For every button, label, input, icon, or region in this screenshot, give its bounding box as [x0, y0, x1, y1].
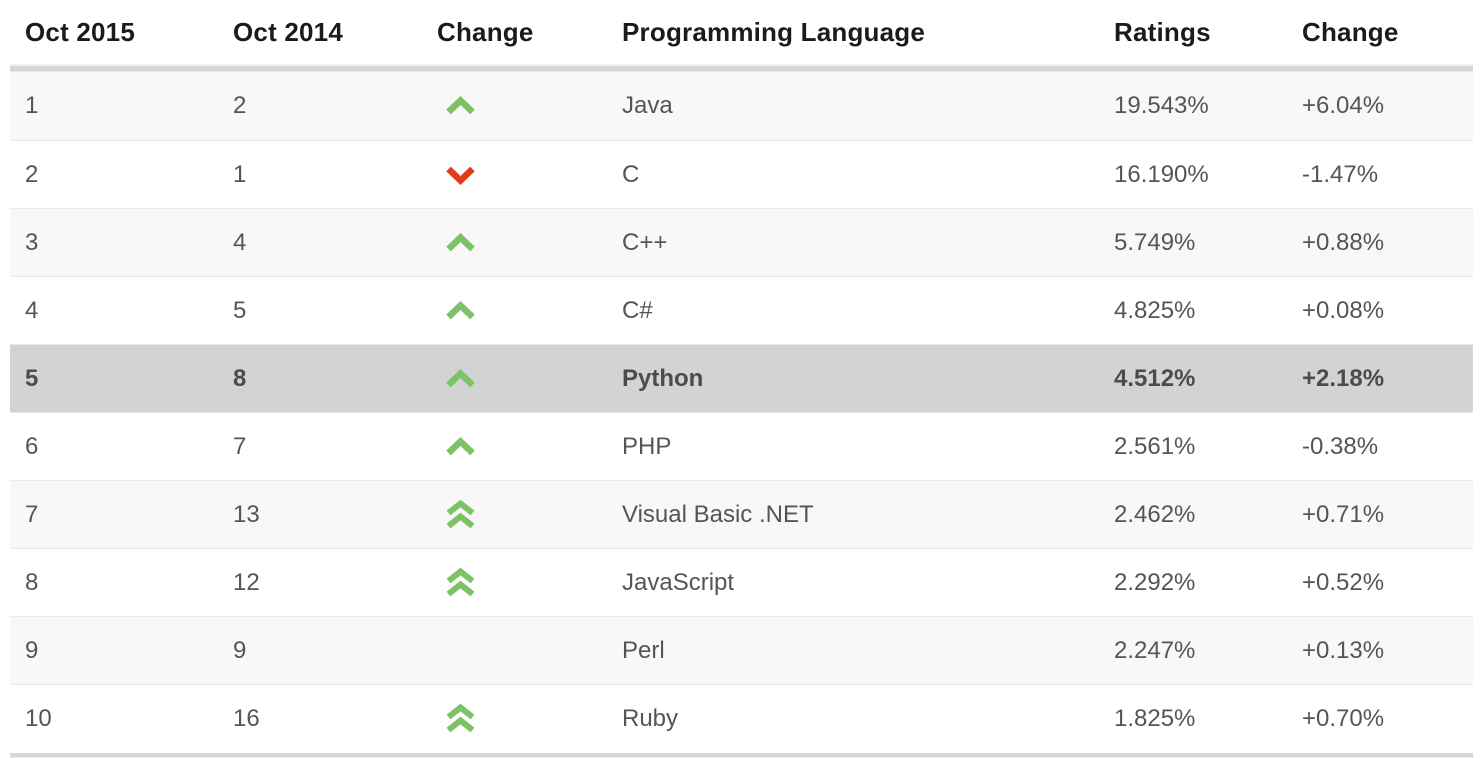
- double-up-arrow-icon: [446, 567, 475, 596]
- header-oct-2014: Oct 2014: [233, 16, 344, 47]
- change-arrow-cell: [437, 165, 622, 185]
- header-change-ratings: Change: [1302, 16, 1399, 47]
- change-arrow-cell: [437, 368, 622, 389]
- rank-2014: 8: [233, 364, 247, 392]
- change-value: +0.88%: [1302, 228, 1385, 256]
- language-name: C#: [622, 296, 653, 324]
- header-divider: [10, 64, 1473, 72]
- table-row: 5 8 Python 4.512% +2.18%: [10, 344, 1473, 412]
- rank-2014: 13: [233, 500, 260, 528]
- change-value: -0.38%: [1302, 432, 1379, 460]
- rank-2015: 9: [25, 636, 39, 664]
- tiobe-index-table: Oct 2015 Oct 2014 Change Programming Lan…: [10, 0, 1473, 758]
- header-programming-language: Programming Language: [622, 16, 926, 47]
- rank-2014: 4: [233, 228, 247, 256]
- rank-2014: 7: [233, 432, 247, 460]
- up-arrow-icon: [446, 300, 475, 319]
- rank-2015: 5: [25, 364, 39, 392]
- ratings-value: 4.825%: [1114, 296, 1196, 324]
- rank-2014: 9: [233, 636, 247, 664]
- table-row: 4 5 C# 4.825% +0.08%: [10, 276, 1473, 344]
- change-value: +0.13%: [1302, 636, 1385, 664]
- up-arrow-icon: [446, 96, 475, 115]
- table-row: 6 7 PHP 2.561% -0.38%: [10, 412, 1473, 480]
- change-arrow-cell: [437, 300, 622, 321]
- rank-2015: 2: [25, 160, 39, 188]
- language-name: Ruby: [622, 704, 679, 732]
- table-body: 1 2 Java 19.543% +6.04% 2 1 C 16.190% -1…: [10, 72, 1473, 752]
- table-row: 9 9 Perl 2.247% +0.13%: [10, 616, 1473, 684]
- rank-2015: 10: [25, 704, 52, 732]
- up-arrow-icon: [446, 232, 475, 251]
- ratings-value: 2.292%: [1114, 568, 1196, 596]
- up-arrow-icon: [446, 368, 475, 387]
- rank-2015: 7: [25, 500, 39, 528]
- table-row: 7 13 Visual Basic .NET 2.462% +0.71%: [10, 480, 1473, 548]
- change-arrow-cell: [437, 703, 622, 734]
- table-row: 1 2 Java 19.543% +6.04%: [10, 72, 1473, 140]
- change-value: +6.04%: [1302, 92, 1385, 119]
- table-header-row: Oct 2015 Oct 2014 Change Programming Lan…: [10, 0, 1473, 64]
- change-value: +2.18%: [1302, 364, 1385, 392]
- ratings-value: 4.512%: [1114, 364, 1196, 392]
- bottom-divider: [10, 752, 1473, 758]
- change-arrow-cell: [437, 436, 622, 457]
- language-name: Perl: [622, 636, 665, 664]
- rank-2015: 8: [25, 568, 39, 596]
- rank-2014: 12: [233, 568, 260, 596]
- change-value: +0.08%: [1302, 296, 1385, 324]
- ratings-value: 2.247%: [1114, 636, 1196, 664]
- rank-2015: 4: [25, 296, 39, 324]
- change-arrow-cell: [437, 232, 622, 253]
- language-name: Python: [622, 364, 704, 392]
- rank-2014: 16: [233, 704, 260, 732]
- rank-2014: 2: [233, 92, 247, 119]
- rank-2015: 6: [25, 432, 39, 460]
- table-row: 8 12 JavaScript 2.292% +0.52%: [10, 548, 1473, 616]
- change-value: +0.71%: [1302, 500, 1385, 528]
- header-oct-2015: Oct 2015: [25, 16, 136, 47]
- language-name: C++: [622, 228, 668, 256]
- language-name: JavaScript: [622, 568, 735, 596]
- double-up-arrow-icon: [446, 499, 475, 528]
- ratings-value: 2.561%: [1114, 432, 1196, 460]
- language-name: Visual Basic .NET: [622, 500, 814, 528]
- up-arrow-icon: [446, 436, 475, 455]
- header-change-position: Change: [437, 16, 534, 47]
- rank-2015: 1: [25, 92, 39, 119]
- ratings-value: 19.543%: [1114, 92, 1209, 119]
- down-arrow-icon: [446, 166, 475, 185]
- change-value: -1.47%: [1302, 160, 1379, 188]
- table-row: 10 16 Ruby 1.825% +0.70%: [10, 684, 1473, 752]
- table-row: 3 4 C++ 5.749% +0.88%: [10, 208, 1473, 276]
- rank-2014: 5: [233, 296, 247, 324]
- change-arrow-cell: [437, 96, 622, 116]
- double-up-arrow-icon: [446, 703, 475, 732]
- language-name: Java: [622, 92, 673, 119]
- rank-2015: 3: [25, 228, 39, 256]
- ratings-value: 1.825%: [1114, 704, 1196, 732]
- ratings-value: 2.462%: [1114, 500, 1196, 528]
- change-value: +0.70%: [1302, 704, 1385, 732]
- change-value: +0.52%: [1302, 568, 1385, 596]
- ratings-value: 5.749%: [1114, 228, 1196, 256]
- change-arrow-cell: [437, 499, 622, 530]
- change-arrow-cell: [437, 567, 622, 598]
- table-row: 2 1 C 16.190% -1.47%: [10, 140, 1473, 208]
- header-ratings: Ratings: [1114, 16, 1211, 47]
- rank-2014: 1: [233, 160, 247, 188]
- ratings-value: 16.190%: [1114, 160, 1209, 188]
- language-name: C: [622, 160, 640, 188]
- language-name: PHP: [622, 432, 672, 460]
